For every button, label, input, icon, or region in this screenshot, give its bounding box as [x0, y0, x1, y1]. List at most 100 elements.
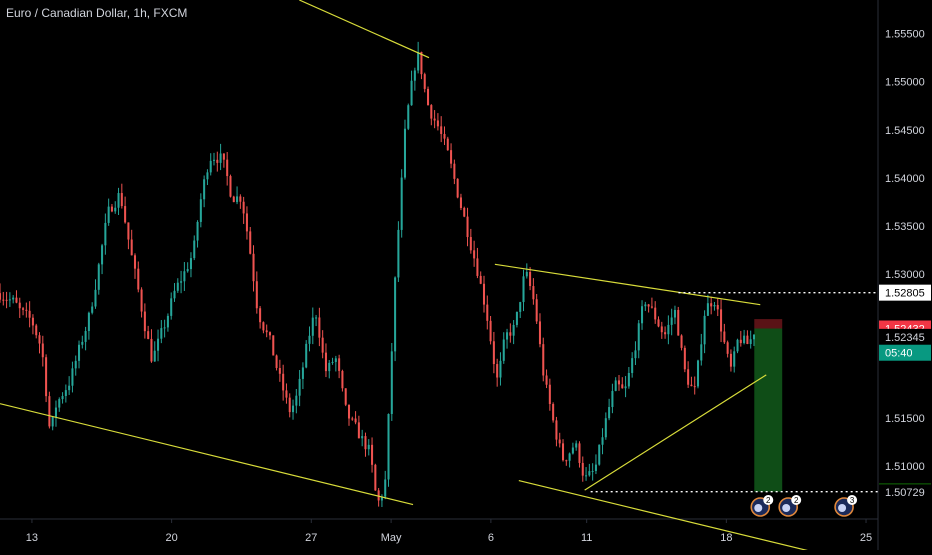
- y-tick-label: 1.53000: [885, 269, 925, 281]
- candle-body: [94, 289, 97, 307]
- candle-body: [143, 311, 146, 332]
- x-tick-label: May: [381, 532, 402, 544]
- candle-body: [265, 330, 268, 333]
- candle-body: [489, 320, 492, 342]
- candle-body: [15, 297, 18, 303]
- candle-body: [604, 418, 607, 438]
- candle-body: [288, 397, 291, 413]
- candle-body: [216, 159, 219, 163]
- candle-body: [700, 344, 703, 361]
- candle-body: [242, 201, 245, 214]
- x-tick-label: 11: [581, 532, 592, 544]
- candle-body: [403, 128, 406, 178]
- candle-body: [736, 339, 739, 352]
- position-stop-zone: [754, 319, 783, 329]
- candle-body: [292, 405, 295, 413]
- candle-body: [443, 133, 446, 139]
- candle-body: [58, 399, 61, 408]
- candle-body: [525, 271, 528, 277]
- candle-body: [598, 444, 601, 465]
- candle-body: [331, 361, 334, 363]
- candle-body: [5, 299, 8, 301]
- candle-body: [427, 88, 430, 106]
- candle-body: [565, 460, 568, 462]
- candle-body: [542, 344, 545, 376]
- candle-body: [746, 335, 749, 344]
- candle-body: [272, 335, 275, 356]
- candle-body: [170, 298, 173, 316]
- candle-body: [713, 305, 716, 307]
- candle-body: [720, 309, 723, 332]
- candle-body: [726, 342, 729, 354]
- candle-body: [552, 404, 555, 421]
- candle-body: [706, 303, 709, 316]
- y-tick-label: 1.51000: [885, 461, 925, 473]
- candle-body: [644, 304, 647, 307]
- candle-body: [255, 281, 258, 309]
- candle-body: [209, 160, 212, 173]
- candle-body: [189, 258, 192, 270]
- candle-body: [594, 464, 597, 471]
- candle-body: [361, 436, 364, 439]
- candle-body: [591, 470, 594, 472]
- candle-body: [647, 304, 650, 307]
- candle-body: [150, 338, 153, 362]
- candle-body: [752, 334, 756, 340]
- candle-body: [0, 293, 2, 300]
- candle-body: [236, 196, 239, 203]
- candle-body: [229, 176, 232, 197]
- candle-body: [357, 422, 360, 439]
- candle-body: [456, 178, 459, 198]
- candle-body: [459, 197, 462, 208]
- candle-body: [693, 386, 696, 388]
- candle-body: [555, 420, 558, 440]
- descending-support-lower: [0, 403, 414, 506]
- candle-body: [45, 357, 48, 397]
- candle-body: [463, 207, 466, 217]
- candle-body: [22, 308, 25, 310]
- candle-body: [114, 207, 117, 212]
- candle-body: [282, 373, 285, 391]
- candle-body: [482, 283, 486, 305]
- candle-body: [621, 384, 624, 389]
- candle-body: [677, 309, 680, 336]
- candle-body: [545, 375, 548, 385]
- candle-body: [601, 437, 604, 445]
- candle-body: [473, 250, 476, 259]
- candle-body: [219, 153, 222, 163]
- position-target-zone: [754, 328, 783, 492]
- candle-body: [176, 282, 179, 291]
- candle-body: [687, 369, 690, 385]
- candle-body: [68, 385, 71, 391]
- candle-body: [650, 306, 653, 308]
- y-tick-label: 1.55000: [885, 77, 925, 89]
- event-count-label: 3: [850, 496, 855, 505]
- candle-body: [74, 360, 77, 369]
- x-tick-label: 18: [720, 532, 732, 544]
- candle-body: [670, 317, 673, 325]
- y-tick-label: 1.51500: [885, 413, 925, 425]
- candle-body: [420, 51, 423, 75]
- candle-body: [716, 305, 719, 310]
- candle-body: [84, 331, 87, 342]
- candle-body: [575, 443, 578, 448]
- descending-resistance-upper: [299, 0, 430, 59]
- candle-body: [374, 464, 377, 491]
- candle-body: [140, 289, 143, 312]
- candle-body: [380, 496, 383, 501]
- candle-body: [133, 255, 137, 269]
- candle-body: [641, 306, 644, 324]
- event-count-badge: [847, 495, 858, 505]
- candle-body: [624, 386, 627, 389]
- candle-body: [347, 404, 351, 419]
- event-globe-icon: [754, 504, 763, 512]
- candle-body: [186, 269, 189, 272]
- price-badge-label: 1.52345: [885, 332, 925, 344]
- candle-body: [440, 126, 443, 134]
- candle-body: [239, 196, 242, 202]
- candle-body: [183, 271, 186, 282]
- candle-body: [344, 388, 347, 405]
- x-tick-label: 25: [860, 532, 872, 544]
